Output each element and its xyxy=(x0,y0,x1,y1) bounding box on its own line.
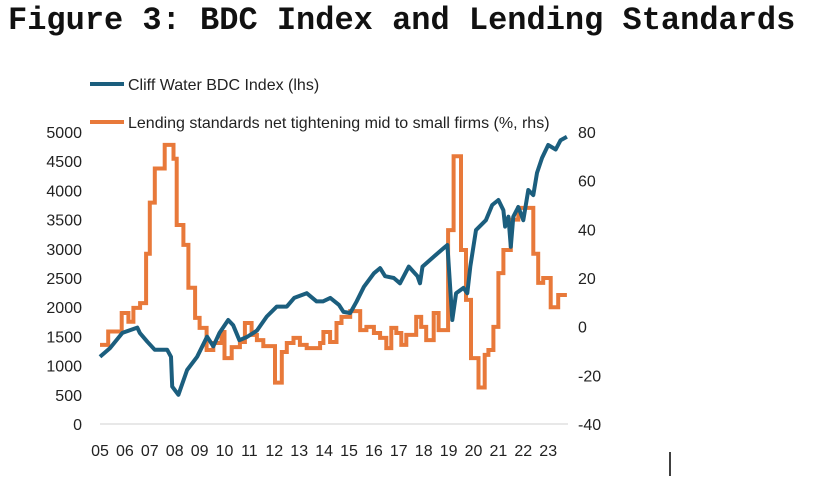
x-tick-label: 22 xyxy=(514,443,532,460)
left-tick-label: 4000 xyxy=(46,183,82,200)
x-tick-label: 20 xyxy=(465,443,483,460)
right-tick-label: 40 xyxy=(578,222,596,239)
x-tick-label: 15 xyxy=(340,443,358,460)
left-tick-label: 500 xyxy=(55,388,82,405)
left-tick-label: 5000 xyxy=(46,125,82,142)
x-tick-label: 21 xyxy=(490,443,508,460)
x-tick-label: 12 xyxy=(265,443,283,460)
x-tick-label: 09 xyxy=(191,443,209,460)
x-axis-ticks: 05 06 07 08 09 10 11 12 13 14 15 16 17 18 19 20 21 22 23 xyxy=(91,443,557,460)
x-tick-label: 18 xyxy=(415,443,433,460)
x-tick-label: 08 xyxy=(166,443,184,460)
x-tick-label: 05 xyxy=(91,443,109,460)
left-tick-label: 1000 xyxy=(46,359,82,376)
x-tick-label: 13 xyxy=(290,443,308,460)
x-tick-label: 19 xyxy=(440,443,458,460)
x-tick-label: 17 xyxy=(390,443,408,460)
left-tick-label: 3500 xyxy=(46,213,82,230)
right-tick-label: 20 xyxy=(578,271,596,288)
x-tick-label: 10 xyxy=(216,443,234,460)
left-tick-label: 3000 xyxy=(46,242,82,259)
left-tick-label: 2500 xyxy=(46,271,82,288)
right-tick-label: -20 xyxy=(578,368,601,385)
x-tick-label: 14 xyxy=(315,443,333,460)
left-tick-label: 0 xyxy=(73,417,82,434)
bdc-index-line xyxy=(98,134,568,397)
figure-title: Figure 3: BDC Index and Lending Standard… xyxy=(8,2,796,39)
legend: Cliff Water BDC Index (lhs) Lending stan… xyxy=(90,77,550,132)
x-tick-label: 07 xyxy=(141,443,159,460)
right-tick-label: 80 xyxy=(578,125,596,142)
right-tick-label: -40 xyxy=(578,417,601,434)
legend-label-lending: Lending standards net tightening mid to … xyxy=(128,115,550,132)
lending-standards-line xyxy=(100,142,567,390)
right-tick-label: 60 xyxy=(578,174,596,191)
x-tick-label: 23 xyxy=(539,443,557,460)
x-tick-label: 11 xyxy=(241,443,258,460)
left-tick-label: 2000 xyxy=(46,300,82,317)
left-tick-label: 1500 xyxy=(46,329,82,346)
legend-label-bdc: Cliff Water BDC Index (lhs) xyxy=(128,77,319,94)
x-tick-label: 16 xyxy=(365,443,383,460)
right-tick-label: 0 xyxy=(578,320,587,337)
x-tick-label: 06 xyxy=(116,443,134,460)
series-lines xyxy=(98,134,568,397)
right-axis-ticks: 80 60 40 20 0 -20 -40 xyxy=(578,125,601,434)
left-tick-label: 4500 xyxy=(46,154,82,171)
